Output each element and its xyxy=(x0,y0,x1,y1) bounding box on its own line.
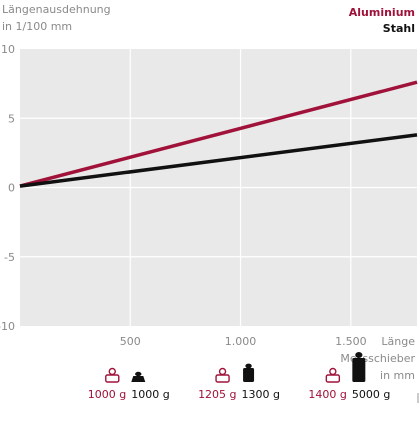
weight-solid-knob xyxy=(135,371,142,377)
weight-outline-body xyxy=(325,374,341,383)
y-axis-title: Längenausdehnung in 1/100 mm xyxy=(2,3,111,33)
tick-labels: 10 5 0 -5 -10 500 1.000 1.500 xyxy=(0,43,367,348)
y-tick-label: -10 xyxy=(0,320,15,333)
x-axis-title-line-2: Messschieber xyxy=(340,352,415,365)
weight-label-aluminium: 1000 g xyxy=(88,388,126,401)
weight-solid-icon xyxy=(131,371,146,382)
weight-label-stahl: 1300 g xyxy=(242,388,280,401)
y-tick-label: 0 xyxy=(8,182,15,195)
x-tick-label: 1.500 xyxy=(335,335,367,348)
legend-aluminium: Aluminium xyxy=(349,6,415,19)
series-line-aluminium xyxy=(19,80,418,188)
series-layer xyxy=(19,80,418,188)
weight-outline-handle xyxy=(108,367,116,376)
weight-outline-icon xyxy=(325,367,341,383)
y-axis-title-line-1: Längenausdehnung xyxy=(2,3,111,16)
weight-solid-icon xyxy=(243,363,255,382)
weight-outline-body xyxy=(105,374,120,383)
series-line-stahl xyxy=(19,133,418,188)
weight-solid-knob xyxy=(355,352,363,358)
weight-outline-icon xyxy=(105,367,120,383)
weight-solid-body xyxy=(243,368,255,382)
weight-solid-knob xyxy=(245,363,252,369)
weight-outline-icon xyxy=(215,367,230,383)
y-axis-title-line-2: in 1/100 mm xyxy=(2,20,72,33)
weight-solid-body xyxy=(352,358,366,382)
y-tick-label: 10 xyxy=(1,43,15,56)
x-axis-title-line-3: in mm xyxy=(380,369,415,382)
x-tick-label: 500 xyxy=(120,335,141,348)
weight-solid-icon xyxy=(352,352,366,382)
x-axis-title-line-1: Länge xyxy=(381,335,415,348)
weight-outline-handle xyxy=(218,367,227,376)
y-tick-label: -5 xyxy=(4,251,15,264)
grid xyxy=(20,49,417,326)
weight-label-aluminium: 1205 g xyxy=(198,388,236,401)
weight-label-stahl: 1000 g xyxy=(131,388,169,401)
x-tick-label: 1.000 xyxy=(225,335,257,348)
legend: Aluminium Stahl xyxy=(349,6,415,35)
weight-solid-body xyxy=(131,376,146,382)
weight-outline-body xyxy=(215,374,230,383)
weight-outline-handle xyxy=(329,367,337,376)
weight-label-aluminium: 1400 g xyxy=(308,388,346,401)
y-tick-label: 5 xyxy=(8,112,15,125)
weights-row: 1000 g 1000 g 1205 g 1300 g 1400 g 5000 g xyxy=(88,352,390,401)
weight-label-stahl: 5000 g xyxy=(352,388,390,401)
legend-stahl: Stahl xyxy=(383,22,415,35)
